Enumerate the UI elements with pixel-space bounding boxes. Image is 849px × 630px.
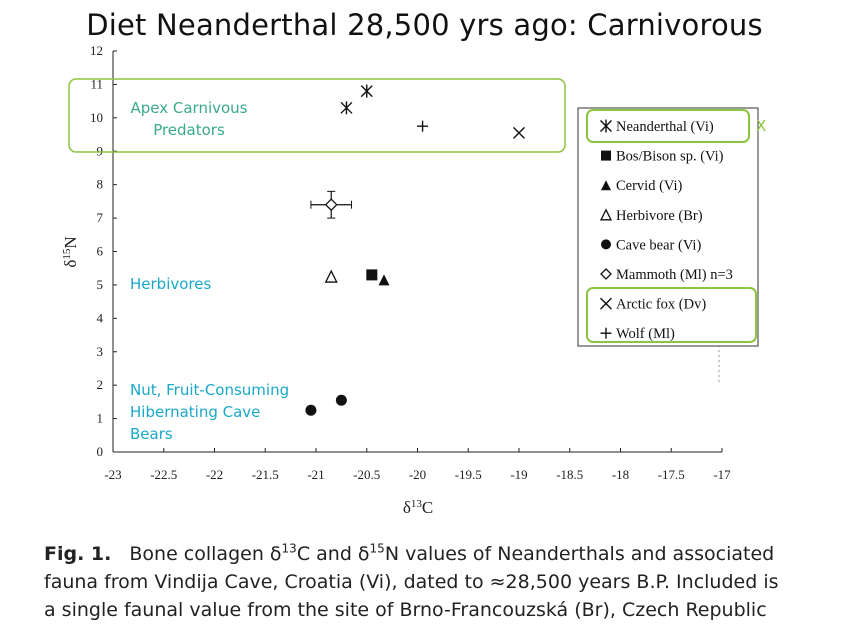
data-point-filled-triangle <box>378 274 390 286</box>
y-tick-label: 11 <box>90 76 103 91</box>
legend-highlight-carnivores <box>586 287 757 343</box>
chart-title: Diet Neanderthal 28,500 yrs ago: Carnivo… <box>86 8 763 42</box>
data-point-plus <box>417 120 429 132</box>
legend-marker <box>600 268 612 280</box>
data-point-x <box>513 126 525 139</box>
marker-shape <box>601 180 611 191</box>
y-tick-label: 12 <box>90 43 103 58</box>
caption-line-2: fauna from Vindija Cave, Croatia (Vi), d… <box>44 571 779 593</box>
x-tick-label: -18 <box>612 467 629 482</box>
y-tick-label: 7 <box>97 210 104 225</box>
data-points <box>305 84 525 416</box>
marker-shape <box>324 198 338 212</box>
x-tick-label: -23 <box>104 467 121 482</box>
annotations: Apex Carnivous Predators Herbivores Nut, Fr… <box>68 78 566 443</box>
x-tick-label: -17.5 <box>658 467 685 482</box>
legend-check-mark: X <box>756 117 766 135</box>
x-tick-label: -20 <box>409 467 426 482</box>
legend: Neanderthal (Vi) Bos/Bison sp. (Vi) Cervid… <box>577 107 766 347</box>
legend-label: Wolf (Ml) <box>616 326 675 342</box>
marker-shape <box>378 274 390 286</box>
caption-line-1: Fig. 1. Bone collagen δ13C and δ15N value… <box>44 541 775 565</box>
data-point-filled-circle <box>335 394 347 406</box>
legend-marker <box>600 297 612 310</box>
annotation-apex: Apex Carnivous Predators <box>130 99 247 139</box>
y-tick-label: 1 <box>97 411 104 426</box>
legend-label: Herbivore (Br) <box>616 208 703 224</box>
legend-label: Bos/Bison sp. (Vi) <box>616 149 724 165</box>
legend-label: Cervid (Vi) <box>616 178 683 194</box>
marker-shape <box>601 150 611 161</box>
x-tick-label: -17 <box>713 467 731 482</box>
data-point-open-triangle <box>324 269 338 283</box>
y-tick-label: 0 <box>97 444 104 459</box>
marker-shape <box>366 269 378 281</box>
data-point-open-diamond <box>324 198 338 212</box>
data-point-filled-circle <box>305 404 317 416</box>
marker-shape <box>305 404 317 416</box>
legend-label: Arctic fox (Dv) <box>616 297 706 313</box>
marker-shape <box>601 239 611 250</box>
marker-shape <box>600 268 612 280</box>
x-tick-label: -19 <box>510 467 527 482</box>
legend-label: Neanderthal (Vi) <box>616 119 714 135</box>
y-tick-label: 8 <box>97 177 104 192</box>
x-tick-label: -20.5 <box>353 467 380 482</box>
legend-marker <box>601 150 611 161</box>
figure-caption: Fig. 1. Bone collagen δ13C and δ15N value… <box>44 540 844 624</box>
x-tick-label: -22 <box>206 467 223 482</box>
annotation-bears: Nut, Fruit-Consuming Hibernating Cave Bear… <box>130 381 289 443</box>
y-tick-label: 5 <box>97 277 104 292</box>
marker-stroke <box>600 297 612 310</box>
legend-marker <box>601 180 611 191</box>
y-tick-label: 4 <box>97 310 104 325</box>
x-tick-label: -21 <box>307 467 324 482</box>
legend-marker <box>600 119 612 133</box>
y-axis-label: δ15N <box>61 236 80 267</box>
legend-marker <box>600 327 612 339</box>
legend-highlight-neanderthal <box>586 109 750 143</box>
caption-line-3: a single faunal value from the site of B… <box>44 599 767 621</box>
marker-shape <box>335 394 347 406</box>
legend-label: Cave bear (Vi) <box>616 237 701 253</box>
legend-label: Mammoth (Ml) n=3 <box>616 267 733 283</box>
y-tick-label: 3 <box>97 344 104 359</box>
y-tick-label: 2 <box>97 377 104 392</box>
x-tick-label: -22.5 <box>150 467 177 482</box>
data-point-asterisk <box>340 101 353 115</box>
data-point-asterisk <box>360 84 373 98</box>
y-tick-label: 6 <box>97 244 104 259</box>
y-tick-label: 10 <box>90 110 103 125</box>
legend-marker <box>599 208 613 221</box>
marker-stroke <box>513 126 525 139</box>
marker-shape <box>599 208 613 221</box>
marker-shape <box>324 269 338 283</box>
x-tick-label: -18.5 <box>556 467 583 482</box>
caption-label: Fig. 1. <box>44 543 112 565</box>
x-tick-label: -21.5 <box>252 467 279 482</box>
annotation-herbivores: Herbivores <box>130 275 211 293</box>
legend-marker <box>601 239 611 250</box>
data-point-filled-square <box>366 269 378 281</box>
apex-highlight-box <box>68 78 566 153</box>
x-tick-label: -19.5 <box>455 467 482 482</box>
x-axis-label: δ13C <box>403 498 433 517</box>
y-tick-label: 9 <box>97 143 104 158</box>
